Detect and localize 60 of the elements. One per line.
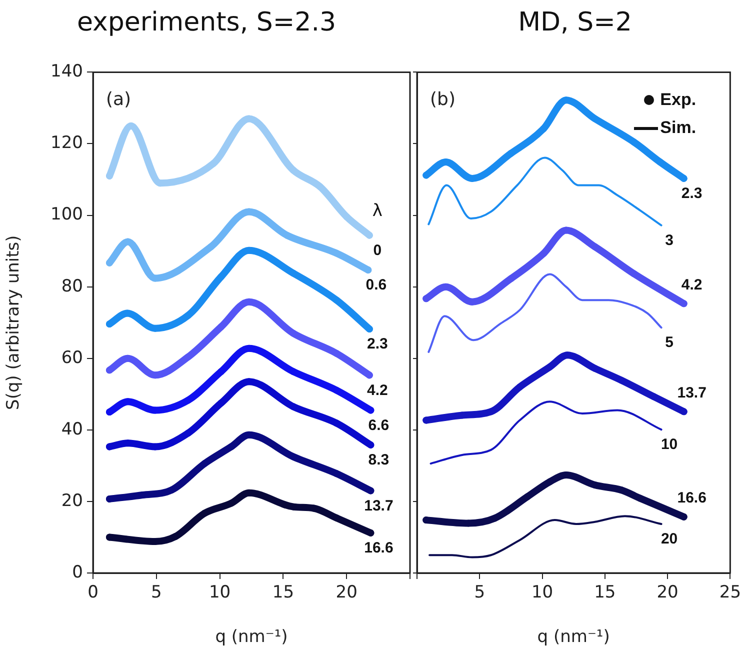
annotation: (b) <box>430 88 456 110</box>
chart-title: MD, S=2 <box>518 7 632 38</box>
series-label: 10 <box>660 436 678 454</box>
series-label: 8.3 <box>368 452 390 469</box>
series-label: 2.3 <box>681 185 702 202</box>
point <box>366 326 373 333</box>
y-tick-label: 140 <box>50 62 83 82</box>
point <box>422 295 430 302</box>
series-label: 3 <box>665 232 674 249</box>
x-axis-title: q (nm⁻¹) <box>537 627 610 648</box>
series-label: 4.2 <box>366 382 388 399</box>
x-tick-label: 5 <box>150 582 162 603</box>
annotation: (a) <box>106 88 132 110</box>
x-axis-title: q (nm⁻¹) <box>215 627 288 648</box>
y-tick-label: 40 <box>61 419 83 440</box>
series-label: 0.6 <box>366 276 387 294</box>
y-tick-label: 80 <box>61 276 83 296</box>
series-label: 16.6 <box>677 489 706 506</box>
point <box>680 300 688 308</box>
chart-title: experiments, S=2.3 <box>76 7 336 38</box>
series-label: 4.2 <box>681 276 702 294</box>
series-label: 20 <box>660 530 678 548</box>
point <box>106 408 113 416</box>
series-label: 6.6 <box>368 416 390 434</box>
y-tick-label: 100 <box>50 204 83 225</box>
point <box>366 372 373 379</box>
x-tick-label: 0 <box>88 582 98 603</box>
series-label: 13.7 <box>364 497 394 514</box>
x-tick-label: 20 <box>336 582 358 603</box>
x-tick-label: 20 <box>656 582 678 603</box>
point <box>106 366 113 374</box>
point <box>106 259 113 266</box>
series-label: 0 <box>373 242 382 259</box>
point <box>367 487 374 494</box>
series-label: 2.3 <box>366 336 388 353</box>
x-tick-label: 15 <box>272 582 294 603</box>
point <box>367 406 374 414</box>
series-label: 13.7 <box>677 384 706 402</box>
x-tick-label: 25 <box>719 582 742 603</box>
point <box>106 320 113 328</box>
x-tick-label: 10 <box>531 582 554 603</box>
annotation: Sim. <box>660 118 696 137</box>
y-tick-label: 60 <box>61 348 83 368</box>
point <box>366 232 373 239</box>
y-tick-label: 20 <box>61 490 83 511</box>
point <box>367 441 374 448</box>
x-tick-label: 5 <box>474 582 486 603</box>
series-label: 16.6 <box>364 540 394 557</box>
x-tick-label: 10 <box>208 582 231 603</box>
y-tick-label: 120 <box>50 133 83 154</box>
point <box>680 408 688 416</box>
legend-title: λ <box>372 201 382 222</box>
point <box>364 266 372 274</box>
y-tick-label: 0 <box>72 562 83 582</box>
point <box>422 172 430 179</box>
point <box>680 174 688 182</box>
annotation: Exp. <box>660 90 696 109</box>
x-tick-label: 15 <box>594 582 616 603</box>
series-label: 5 <box>665 334 674 352</box>
y-axis-title: S(q) (arbitrary units) <box>4 235 24 410</box>
